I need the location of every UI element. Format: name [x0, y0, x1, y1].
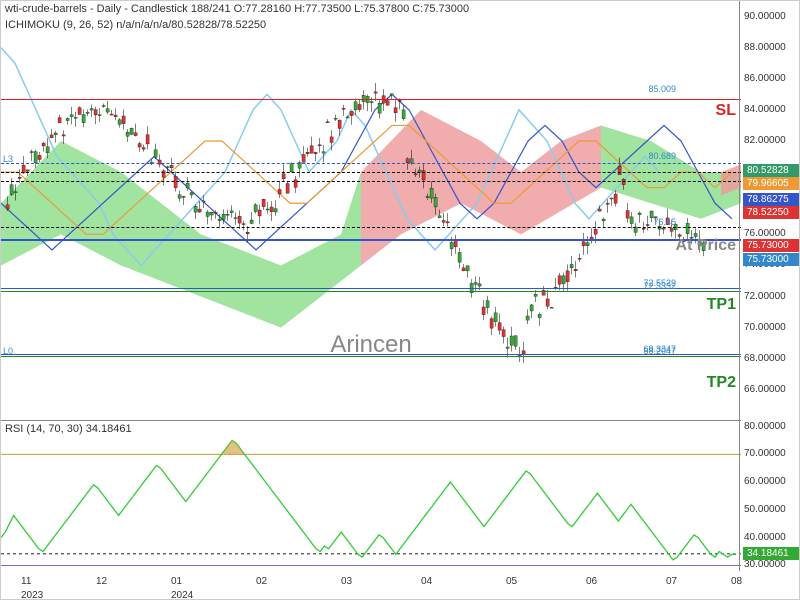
y-axis-rsi: 30.00000 40.00000 50.00000 60.00000 70.00000…: [739, 421, 799, 571]
rsi-value-tag: 34.18461: [743, 547, 799, 560]
x-tick: 01: [171, 576, 182, 587]
y-tick: 76.00000: [744, 228, 786, 239]
x-year: 2023: [21, 590, 43, 601]
annotation-tp1: TP1: [707, 296, 736, 314]
level-label: 76.45: [653, 217, 676, 227]
rsi-label: RSI (14, 70, 30) 34.18461: [5, 423, 132, 435]
y-tick: 66.00000: [744, 384, 786, 395]
small-label: L3: [3, 154, 13, 164]
y-tick: 70.00000: [744, 322, 786, 333]
annotation-at price: At Price: [676, 237, 736, 255]
annotation-tp2: TP2: [707, 374, 736, 392]
horizontal-line: [1, 288, 741, 289]
level-label: 72.3332: [643, 281, 676, 291]
horizontal-line: [1, 227, 741, 228]
annotation-sl: SL: [716, 102, 736, 120]
level-label: 85.009: [648, 84, 676, 94]
rsi-y-tick: 60.00000: [744, 476, 786, 487]
x-tick: 05: [506, 576, 517, 587]
main-price-chart[interactable]: Arincen 85.00980.68976.4572.552972.33326…: [1, 1, 741, 421]
rsi-chart[interactable]: [1, 421, 741, 571]
price-tag: 79.96605: [743, 177, 799, 190]
x-tick: 06: [586, 576, 597, 587]
x-tick: 11: [21, 576, 31, 587]
chart-container: wti-crude-barrels - Daily - Candlestick …: [0, 0, 800, 600]
rsi-y-tick: 70.00000: [744, 448, 786, 459]
y-tick: 72.00000: [744, 291, 786, 302]
x-year: 2024: [171, 590, 193, 601]
y-tick: 84.00000: [744, 104, 786, 115]
horizontal-line: [1, 163, 741, 164]
y-axis-main: 66.0000068.0000070.0000072.0000074.00000…: [739, 1, 799, 421]
price-tag: 80.52828: [743, 164, 799, 177]
level-label: 80.689: [648, 151, 676, 161]
y-tick: 68.00000: [744, 353, 786, 364]
rsi-y-tick: 40.00000: [744, 532, 786, 543]
price-tag: 75.73000: [743, 239, 799, 252]
x-tick: 07: [666, 576, 677, 587]
chart-title: wti-crude-barrels - Daily - Candlestick …: [5, 3, 469, 15]
x-tick: 03: [341, 576, 352, 587]
y-tick: 86.00000: [744, 73, 786, 84]
horizontal-line: [1, 181, 741, 182]
rsi-y-tick: 30.00000: [744, 559, 786, 570]
x-tick: 02: [256, 576, 267, 587]
price-tag: 78.86275: [743, 193, 799, 206]
y-tick: 82.00000: [744, 135, 786, 146]
rsi-y-tick: 50.00000: [744, 504, 786, 515]
rsi-chart-svg: [1, 421, 741, 571]
y-tick: 90.00000: [744, 11, 786, 22]
watermark: Arincen: [330, 331, 411, 359]
x-tick: 12: [96, 576, 107, 587]
x-tick: 08: [731, 576, 742, 587]
x-axis: 11 12 01 02 03 04 05 06 07 08 2023 2024: [1, 571, 741, 601]
ichimoku-label: ICHIMOKU (9, 26, 52) n/a/n/a/n/a/80.5282…: [5, 19, 266, 31]
horizontal-line: [1, 172, 741, 173]
price-tag: 75.73000: [743, 253, 799, 266]
horizontal-line: [1, 99, 741, 100]
rsi-y-tick: 80.00000: [744, 421, 786, 432]
horizontal-line: [1, 291, 741, 292]
small-label: L0: [3, 346, 13, 356]
price-tag: 78.52250: [743, 206, 799, 219]
x-tick: 04: [421, 576, 432, 587]
horizontal-line: [1, 239, 741, 241]
level-label: 68.2047: [643, 346, 676, 356]
y-tick: 88.00000: [744, 42, 786, 53]
